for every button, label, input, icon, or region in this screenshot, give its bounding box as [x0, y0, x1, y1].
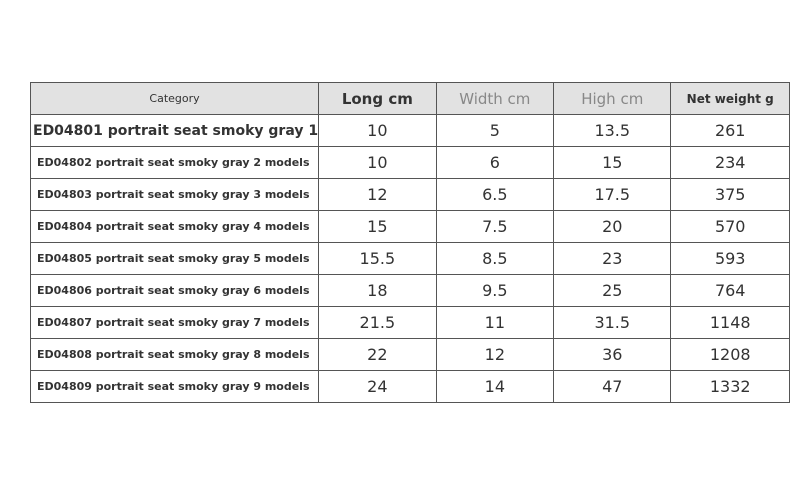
- value-cell: 375: [670, 178, 790, 211]
- category-cell: ED04804 portrait seat smoky gray 4 model…: [29, 210, 320, 243]
- value-cell: 10: [318, 146, 437, 179]
- value-cell: 593: [670, 242, 790, 275]
- value-cell: 12: [435, 338, 555, 371]
- value-cell: 1208: [670, 338, 790, 371]
- table-row: ED04803 portrait seat smoky gray 3 model…: [29, 178, 790, 211]
- value-cell: 570: [670, 210, 790, 243]
- table-row: ED04802 portrait seat smoky gray 2 model…: [29, 146, 790, 179]
- value-cell: 31.5: [553, 306, 672, 339]
- category-cell: ED04805 portrait seat smoky gray 5 model…: [29, 242, 320, 275]
- value-cell: 15: [318, 210, 437, 243]
- table-row: ED04808 portrait seat smoky gray 8 model…: [29, 338, 790, 371]
- category-cell: ED04803 portrait seat smoky gray 3 model…: [29, 178, 320, 211]
- table-row: ED04807 portrait seat smoky gray 7 model…: [29, 306, 790, 339]
- value-cell: 47: [553, 370, 672, 403]
- value-cell: 14: [435, 370, 555, 403]
- table-row: ED04805 portrait seat smoky gray 5 model…: [29, 242, 790, 275]
- value-cell: 10: [318, 114, 437, 147]
- category-cell: ED04808 portrait seat smoky gray 8 model…: [29, 338, 320, 371]
- table-row: ED04801 portrait seat smoky gray 1 10 5 13.…: [29, 114, 790, 147]
- value-cell: 15: [553, 146, 672, 179]
- column-header: High cm: [553, 82, 672, 115]
- column-header: Net weight g: [670, 82, 790, 115]
- value-cell: 18: [318, 274, 437, 307]
- table-row: ED04806 portrait seat smoky gray 6 model…: [29, 274, 790, 307]
- value-cell: 12: [318, 178, 437, 211]
- category-cell: ED04802 portrait seat smoky gray 2 model…: [29, 146, 320, 179]
- value-cell: 13.5: [553, 114, 672, 147]
- value-cell: 22: [318, 338, 437, 371]
- value-cell: 21.5: [318, 306, 437, 339]
- category-cell: ED04801 portrait seat smoky gray 1: [29, 114, 320, 147]
- value-cell: 11: [435, 306, 555, 339]
- value-cell: 25: [553, 274, 672, 307]
- value-cell: 20: [553, 210, 672, 243]
- value-cell: 8.5: [435, 242, 555, 275]
- table-body: ED04801 portrait seat smoky gray 1 10 5 13.…: [29, 114, 790, 403]
- table-row: ED04809 portrait seat smoky gray 9 model…: [29, 370, 790, 403]
- value-cell: 5: [435, 114, 555, 147]
- value-cell: 6: [435, 146, 555, 179]
- column-header: Long cm: [318, 82, 437, 115]
- value-cell: 24: [318, 370, 437, 403]
- value-cell: 23: [553, 242, 672, 275]
- value-cell: 7.5: [435, 210, 555, 243]
- value-cell: 36: [553, 338, 672, 371]
- spec-table: Category Long cm Width cm High cm Net weight…: [29, 82, 790, 403]
- value-cell: 15.5: [318, 242, 437, 275]
- value-cell: 261: [670, 114, 790, 147]
- value-cell: 9.5: [435, 274, 555, 307]
- column-header: Width cm: [435, 82, 555, 115]
- value-cell: 234: [670, 146, 790, 179]
- header-row: Category Long cm Width cm High cm Net weight…: [29, 82, 790, 115]
- column-header: Category: [29, 82, 320, 115]
- value-cell: 17.5: [553, 178, 672, 211]
- value-cell: 1332: [670, 370, 790, 403]
- category-cell: ED04806 portrait seat smoky gray 6 model…: [29, 274, 320, 307]
- value-cell: 764: [670, 274, 790, 307]
- value-cell: 6.5: [435, 178, 555, 211]
- category-cell: ED04809 portrait seat smoky gray 9 model…: [29, 370, 320, 403]
- category-cell: ED04807 portrait seat smoky gray 7 model…: [29, 306, 320, 339]
- table-row: ED04804 portrait seat smoky gray 4 model…: [29, 210, 790, 243]
- value-cell: 1148: [670, 306, 790, 339]
